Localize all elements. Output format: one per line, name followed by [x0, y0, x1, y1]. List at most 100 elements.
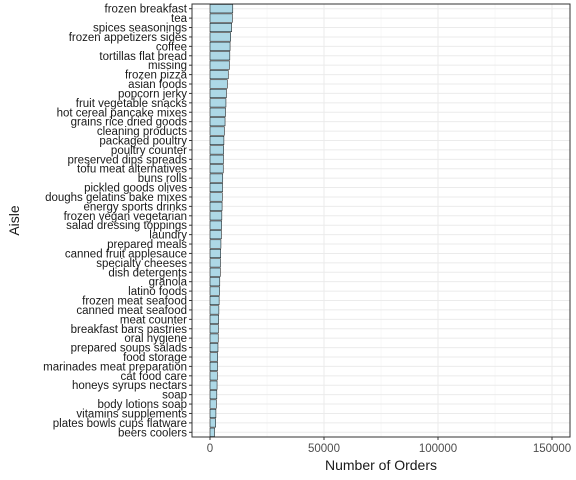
bar	[209, 136, 225, 145]
y-tick-label: energy sports drinks	[83, 201, 187, 213]
bar	[209, 70, 229, 80]
y-tick-label: frozen breakfast	[105, 4, 188, 16]
y-tick-label: canned fruit applesauce	[65, 248, 187, 260]
y-tick-label: specialty cheeses	[96, 258, 187, 270]
bar	[209, 258, 221, 268]
minor-gridlines	[266, 4, 496, 437]
y-tick-label: cat food care	[121, 371, 187, 383]
bar	[209, 343, 219, 353]
bar	[209, 183, 223, 193]
y-tick-label: granola	[149, 277, 188, 289]
bar	[209, 399, 217, 409]
bar	[209, 154, 224, 164]
y-tick-label: prepared meals	[107, 239, 187, 251]
bar	[209, 380, 218, 390]
bar	[209, 211, 223, 221]
y-tick-label: frozen vegan vegetarian	[64, 211, 187, 223]
y-tick-label: coffee	[156, 41, 187, 53]
y-tick-label: popcorn jerky	[118, 88, 187, 100]
bar	[209, 79, 228, 89]
bar	[209, 164, 224, 174]
y-tick-label: oral hygiene	[124, 333, 187, 345]
bar	[209, 390, 218, 400]
bar	[209, 361, 218, 371]
x-tick-label: 100000	[419, 443, 457, 455]
bar	[209, 13, 233, 23]
bar	[209, 324, 219, 334]
y-tick-label: laundry	[149, 230, 187, 242]
y-tick-label: doughs gelatins bake mixes	[45, 192, 187, 204]
bar	[209, 296, 220, 305]
y-tick-label: marinades meat preparation	[43, 361, 187, 373]
bar	[209, 107, 226, 117]
y-tick-label: meat counter	[120, 314, 187, 326]
bar	[209, 126, 225, 136]
y-tick-label: fruit vegetable snacks	[76, 98, 187, 110]
y-tick-label: grains rice dried goods	[71, 117, 188, 129]
bar	[209, 418, 216, 428]
y-tick-label: frozen pizza	[125, 70, 188, 82]
bar	[209, 286, 220, 296]
y-axis-ticks	[189, 8, 192, 433]
x-tick-label: 150000	[533, 443, 571, 455]
y-tick-label: latino foods	[128, 286, 187, 298]
y-tick-label: missing	[148, 60, 187, 72]
y-tick-label: preserved dips spreads	[67, 154, 187, 166]
y-axis-title: Aisle	[6, 205, 22, 236]
y-tick-label: body lotions soap	[97, 399, 187, 411]
y-tick-label: cleaning products	[97, 126, 187, 138]
y-tick-label: spices seasonings	[93, 23, 187, 35]
y-tick-label: canned meat seafood	[76, 305, 187, 317]
bar	[209, 220, 222, 230]
y-tick-label: frozen meat seafood	[82, 296, 187, 308]
y-tick-label: vitamins supplements	[76, 408, 187, 420]
y-tick-label: poultry counter	[111, 145, 187, 157]
bar	[209, 60, 230, 70]
x-axis-tick-labels: 0 50000 100000 150000	[207, 443, 571, 455]
bar	[209, 117, 226, 127]
x-axis-title: Number of Orders	[325, 457, 437, 473]
bar	[209, 352, 219, 362]
bar	[209, 88, 227, 98]
bar	[209, 192, 223, 202]
bar	[209, 23, 232, 33]
bar	[209, 371, 218, 381]
bar	[209, 145, 224, 155]
bar	[209, 305, 220, 315]
y-tick-label: frozen appetizers sides	[69, 32, 188, 44]
bar	[209, 230, 222, 240]
y-tick-label: beers coolers	[118, 427, 187, 439]
y-tick-label: salad dressing toppings	[66, 220, 187, 232]
y-tick-label: tofu meat alternatives	[77, 164, 187, 176]
x-tick-label: 0	[207, 443, 213, 455]
bars	[209, 4, 234, 437]
y-tick-label: food storage	[123, 352, 187, 364]
y-tick-label: tortillas flat bread	[99, 51, 187, 63]
bar	[209, 32, 231, 42]
bar	[209, 201, 223, 211]
bar	[209, 408, 217, 418]
bar	[209, 4, 234, 14]
x-axis-ticks	[209, 437, 553, 440]
y-tick-label: pickled goods olives	[84, 183, 187, 195]
bar	[209, 314, 219, 324]
bar	[209, 98, 227, 108]
y-tick-label: dish detergents	[108, 267, 187, 279]
bar	[209, 427, 215, 437]
plot-border	[191, 3, 571, 438]
y-tick-label: breakfast bars pastries	[71, 324, 188, 336]
x-tick-label: 50000	[308, 443, 340, 455]
y-tick-label: buns rolls	[138, 173, 187, 185]
y-tick-label: plates bowls cups flatware	[53, 418, 187, 430]
major-gridlines	[192, 4, 570, 437]
y-tick-label: asian foods	[128, 79, 187, 91]
y-tick-label: honeys syrups nectars	[72, 380, 187, 392]
bar	[209, 239, 222, 249]
y-tick-label: packaged poultry	[99, 135, 187, 147]
y-tick-label: prepared soups salads	[71, 343, 188, 355]
bar	[209, 173, 224, 183]
y-tick-label: tea	[171, 13, 188, 25]
bar	[209, 248, 221, 258]
